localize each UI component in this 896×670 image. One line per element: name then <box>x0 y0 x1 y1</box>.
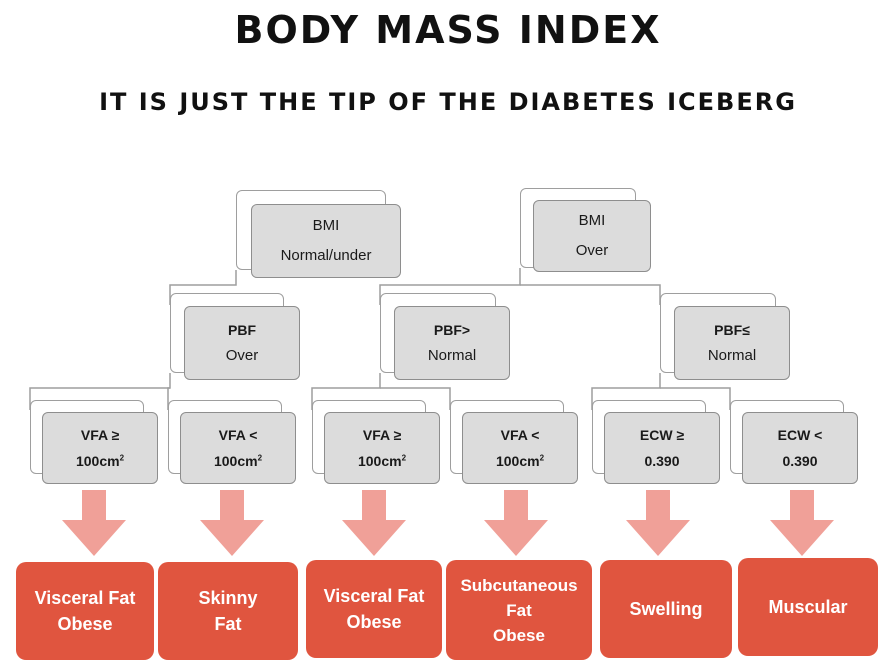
node-line2: Normal <box>427 347 477 364</box>
connector <box>520 284 661 305</box>
superscript: 2 <box>539 453 545 463</box>
node-line1: VFA < <box>500 427 540 443</box>
pbf-greater-node: PBF> Normal <box>394 306 510 380</box>
node-line2: Normal/under <box>280 247 372 264</box>
outcome-line2: Fat <box>214 614 242 634</box>
outcome-line2: Fat <box>506 600 532 620</box>
node-line2: Normal <box>707 347 757 364</box>
vfa-lt-2-node: VFA < 100cm2 <box>462 412 578 484</box>
node-line1: ECW ≥ <box>639 427 685 443</box>
bmi-normal-under-node: BMI Normal/under <box>251 204 401 278</box>
node-line2: Over <box>225 347 259 364</box>
node-line2: Over <box>575 242 609 259</box>
node-line1: VFA < <box>218 427 258 443</box>
connector <box>29 373 171 410</box>
vfa-ge-1-node: VFA ≥ 100cm2 <box>42 412 158 484</box>
outcome-skinny-fat: Skinny Fat <box>158 562 298 660</box>
outcome-line1: Swelling <box>629 599 703 619</box>
node-line2: 0.390 <box>782 453 818 469</box>
superscript: 2 <box>257 453 263 463</box>
outcome-swelling: Swelling <box>600 560 732 658</box>
node-line2: 100cm <box>213 453 258 469</box>
outcome-visceral-fat-obese-1: Visceral Fat Obese <box>16 562 154 660</box>
outcome-line1: Skinny <box>198 588 258 608</box>
node-line2: 0.390 <box>644 453 680 469</box>
outcome-line2: Obese <box>57 614 113 634</box>
node-line1: VFA ≥ <box>362 427 402 443</box>
node-line2: 100cm <box>75 453 120 469</box>
down-arrow-icon <box>770 490 834 556</box>
subtitle: IT IS JUST THE TIP OF THE DIABETES ICEBE… <box>99 88 797 116</box>
outcome-line1: Subcutaneous <box>460 575 578 595</box>
down-arrow-icon <box>62 490 126 556</box>
outcome-line1: Muscular <box>768 597 848 617</box>
bmi-over-node: BMI Over <box>533 200 651 272</box>
node-line1: ECW < <box>777 427 823 443</box>
down-arrow-icon <box>200 490 264 556</box>
superscript: 2 <box>119 453 125 463</box>
connector <box>311 373 381 410</box>
node-line2: 100cm <box>357 453 402 469</box>
connector <box>591 373 661 410</box>
outcome-muscular: Muscular <box>738 558 878 656</box>
ecw-ge-node: ECW ≥ 0.390 <box>604 412 720 484</box>
node-line1: BMI <box>312 217 340 234</box>
node-line1: PBF≤ <box>714 322 750 338</box>
ecw-lt-node: ECW < 0.390 <box>742 412 858 484</box>
superscript: 2 <box>401 453 407 463</box>
outcome-line1: Visceral Fat <box>34 588 136 608</box>
down-arrow-icon <box>342 490 406 556</box>
node-line1: VFA ≥ <box>80 427 120 443</box>
vfa-ge-2-node: VFA ≥ 100cm2 <box>324 412 440 484</box>
outcome-subcutaneous-fat-obese: Subcutaneous Fat Obese <box>446 560 592 660</box>
outcome-line1: Visceral Fat <box>323 586 425 606</box>
node-line1: PBF> <box>433 322 471 338</box>
vfa-lt-1-node: VFA < 100cm2 <box>180 412 296 484</box>
pbf-lte-node: PBF≤ Normal <box>674 306 790 380</box>
outcome-line3: Obese <box>493 625 545 645</box>
pbf-over-node: PBF Over <box>184 306 300 380</box>
node-line1: BMI <box>578 212 606 229</box>
outcome-line2: Obese <box>346 612 402 632</box>
node-line2: 100cm <box>495 453 540 469</box>
down-arrow-icon <box>484 490 548 556</box>
node-line1: PBF <box>228 322 256 338</box>
title: BODY MASS INDEX <box>234 8 662 52</box>
down-arrow-icon <box>626 490 690 556</box>
outcome-visceral-fat-obese-2: Visceral Fat Obese <box>306 560 442 658</box>
